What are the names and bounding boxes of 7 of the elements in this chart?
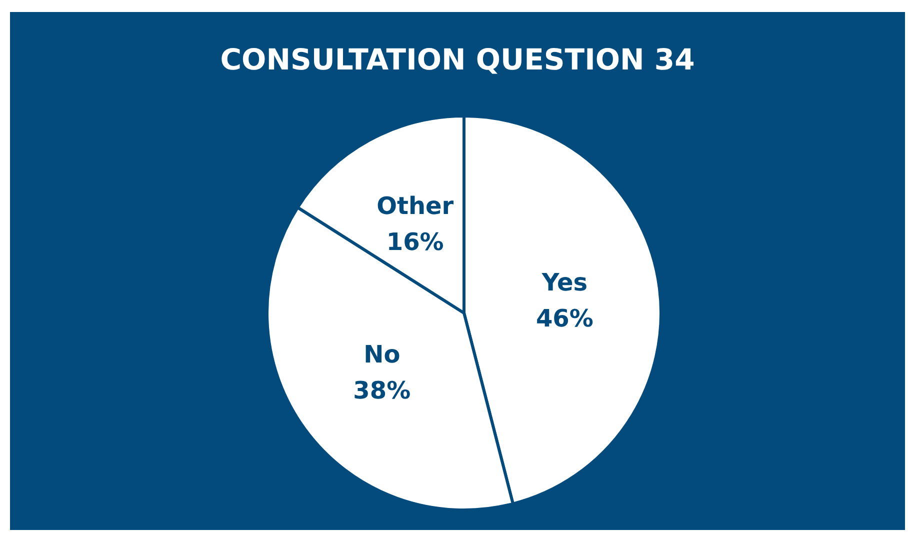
data-label: 16%: [386, 228, 444, 256]
slice-label: Yes: [540, 268, 588, 296]
slice-label: Other: [376, 192, 454, 220]
slice-label: No: [364, 340, 400, 369]
data-label: 38%: [353, 376, 411, 405]
chart-title: CONSULTATION QUESTION 34: [220, 42, 695, 76]
data-label: 46%: [536, 304, 594, 332]
